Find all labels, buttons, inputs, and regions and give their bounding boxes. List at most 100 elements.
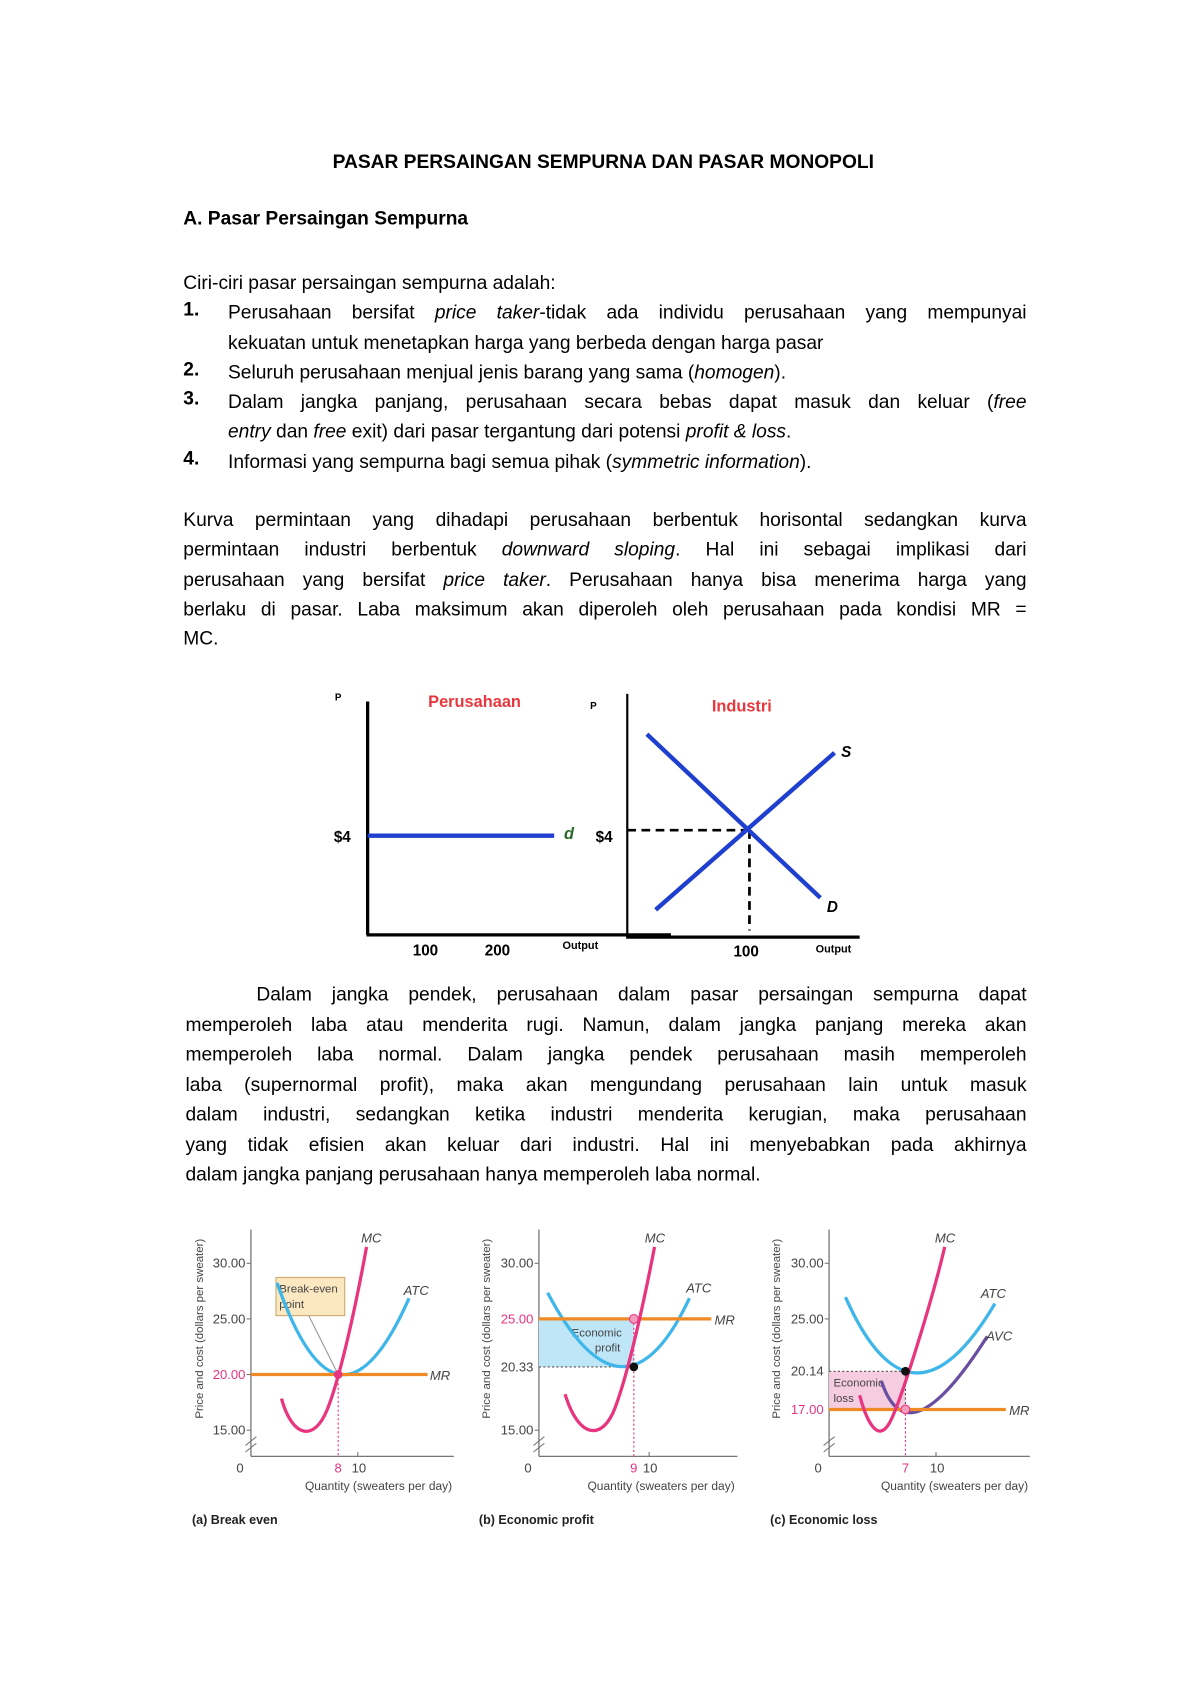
text-segment: dan: [270, 420, 314, 443]
italic-text: free: [993, 390, 1027, 413]
y-tick: 30.00: [213, 1256, 246, 1271]
mc-curve: [563, 1246, 657, 1433]
y-tick: 15.00: [213, 1423, 246, 1438]
x-tick: 10: [643, 1461, 658, 1476]
text-segment: memperoleh laba atau menderita rugi. Nam…: [185, 1012, 1027, 1035]
y-axis-title: Price and cost (dollars per sweater): [771, 1239, 783, 1419]
mc-label: MC: [935, 1231, 956, 1246]
mc-curve: [858, 1246, 947, 1433]
text-line: Kurva permintaan yang dihadapi perusahaa…: [183, 505, 1026, 535]
text-segment: Dalam jangka panjang, perusahaan secara …: [227, 390, 994, 413]
industry-x-tick: 100: [733, 944, 758, 961]
list-number: 4.: [183, 447, 200, 469]
list-number: 2.: [183, 357, 200, 380]
list-intro: Ciri-ciri pasar persaingan sempurna adal…: [183, 271, 556, 294]
x-tick: 0: [815, 1461, 822, 1476]
y-axis-title: Price and cost (dollars per sweater): [481, 1239, 493, 1419]
callout-text: Break-even: [279, 1284, 338, 1296]
x-tick: 0: [524, 1461, 531, 1476]
text-line: kekuatan untuk menetapkan harga yang ber…: [228, 328, 1027, 358]
callout-text: Economic: [572, 1327, 622, 1339]
firm-chart: P Perusahaan d $4 100 200 Output: [334, 692, 671, 960]
economic-profit-chart: Price and cost (dollars per sweater) 30.…: [479, 1229, 738, 1527]
text-segment: ).: [799, 450, 812, 473]
callout-text: profit: [595, 1343, 621, 1355]
text-line: entry dan free exit) dari pasar tergantu…: [228, 417, 1027, 447]
industry-price-label: $4: [596, 829, 613, 846]
atc-point: [629, 1362, 639, 1372]
text-segment: Kurva permintaan yang dihadapi perusahaa…: [183, 508, 1027, 531]
x-tick: 10: [352, 1461, 367, 1476]
y-tick: 25.00: [213, 1311, 246, 1326]
text-segment: laba (supernormal profit), maka akan men…: [185, 1072, 1027, 1095]
economic-loss-chart: Price and cost (dollars per sweater) 30.…: [770, 1229, 1030, 1527]
text-segment: kekuatan untuk menetapkan harga yang ber…: [227, 331, 824, 354]
list-item: 1. Perusahaan bersifat price taker-tidak …: [183, 298, 1026, 358]
break-even-point: [333, 1370, 343, 1379]
callout-text: Economic: [833, 1378, 883, 1390]
text-segment: yang tidak efisien akan keluar dari indu…: [185, 1132, 1027, 1155]
text-segment: permintaan industri berbentuk: [183, 538, 502, 560]
y-tick: 20.14: [791, 1364, 824, 1379]
firm-demand-label: d: [564, 825, 575, 843]
text-line: memperoleh laba atau menderita rugi. Nam…: [185, 1010, 1026, 1040]
text-line: permintaan industri berbentuk downward s…: [183, 535, 1026, 565]
mc-curve: [279, 1246, 369, 1433]
x-tick-quantity: 9: [630, 1461, 637, 1476]
text-segment: perusahaan yang bersifat: [183, 567, 444, 590]
text-segment: dalam industri, sedangkan ketika industr…: [185, 1102, 1027, 1125]
mc-label: MC: [645, 1231, 666, 1246]
text-line: Dalam jangka pendek, perusahaan dalam pa…: [185, 980, 1026, 1010]
text-line: berlaku di pasar. Laba maksimum akan dip…: [183, 594, 1026, 624]
industry-title: Industri: [712, 697, 772, 715]
supply-line: [654, 751, 836, 912]
atc-label: ATC: [980, 1286, 1007, 1301]
italic-text: price taker: [443, 567, 546, 590]
text-segment: . Perusahaan hanya bisa menerima harga y…: [545, 567, 1027, 590]
firm-title: Perusahaan: [428, 693, 521, 711]
firm-y-label: P: [335, 692, 342, 703]
italic-text: profit & loss: [685, 420, 787, 443]
mr-label: MR: [430, 1368, 451, 1383]
demand-label: D: [827, 899, 838, 916]
italic-text: symmetric information: [612, 450, 800, 473]
industry-chart: P Industri S D $4 100 Output: [590, 693, 860, 961]
text-line: MC.: [183, 624, 1026, 654]
firm-x-tick: 200: [485, 943, 510, 960]
text-line: laba (supernormal profit), maka akan men…: [185, 1070, 1026, 1100]
y-tick-price: 17.00: [791, 1402, 824, 1417]
y-tick-price: 20.00: [213, 1367, 246, 1382]
atc-curve: [546, 1291, 691, 1369]
firm-x-tick: 100: [413, 943, 438, 960]
text-segment: Dalam jangka pendek, perusahaan dalam pa…: [256, 982, 1027, 1005]
list-item: 4. Informasi yang sempurna bagi semua pih…: [183, 447, 1026, 477]
text-line: dalam jangka panjang perusahaan hanya me…: [185, 1160, 1026, 1190]
x-tick-quantity: 7: [902, 1461, 909, 1476]
italic-text: homogen: [694, 360, 775, 383]
text-line: Dalam jangka panjang, perusahaan secara …: [228, 387, 1027, 417]
mc-label: MC: [361, 1231, 382, 1246]
y-axis-title: Price and cost (dollars per sweater): [194, 1239, 206, 1419]
text-segment: Seluruh perusahaan menjual jenis barang …: [227, 360, 695, 383]
demand-line: [645, 732, 822, 900]
industry-y-label: P: [590, 701, 597, 712]
y-tick: 25.00: [791, 1311, 824, 1326]
break-even-chart: Price and cost (dollars per sweater) 30.…: [192, 1229, 454, 1527]
text-line: memperoleh laba normal. Dalam jangka pen…: [185, 1040, 1026, 1070]
text-segment: Perusahaan bersifat: [227, 301, 435, 324]
italic-text: price taker: [434, 301, 540, 324]
text-segment: Informasi yang sempurna bagi semua pihak…: [227, 450, 613, 473]
list-item: 3. Dalam jangka panjang, perusahaan secar…: [183, 387, 1026, 447]
text-line: dalam industri, sedangkan ketika industr…: [185, 1100, 1026, 1130]
atc-label: ATC: [403, 1283, 430, 1298]
atc-curve: [843, 1296, 997, 1375]
characteristics-list: Ciri-ciri pasar persaingan sempurna adal…: [183, 268, 1026, 476]
economic-profit-area: [538, 1318, 634, 1367]
text-segment: memperoleh laba normal. Dalam jangka pen…: [185, 1042, 1027, 1065]
list-number: 3.: [183, 387, 200, 410]
avc-label: AVC: [985, 1329, 1013, 1344]
x-tick-quantity: 8: [335, 1461, 342, 1476]
paragraph-short-long-run: Dalam jangka pendek, perusahaan dalam pa…: [185, 980, 1026, 1190]
italic-text: entry: [227, 420, 271, 443]
